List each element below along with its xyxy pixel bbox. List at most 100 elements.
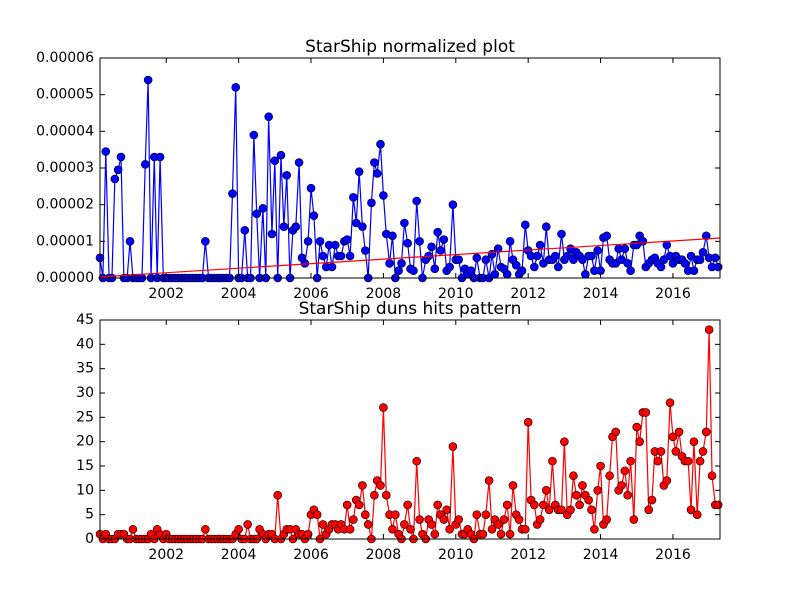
data-point: [629, 515, 639, 524]
data-point: [258, 204, 268, 213]
data-point: [535, 515, 545, 524]
data-point: [415, 237, 424, 246]
data-point: [605, 471, 614, 481]
data-point: [358, 481, 367, 490]
data-point: [336, 251, 346, 261]
data-point: [345, 524, 355, 534]
data-point: [430, 529, 440, 539]
data-point: [644, 505, 653, 515]
data-point: [201, 524, 210, 534]
data-point: [641, 408, 651, 417]
data-point: [445, 524, 454, 534]
data-point: [593, 246, 602, 255]
data-point: [372, 169, 382, 178]
data-point: [662, 476, 672, 485]
data-point: [376, 139, 385, 149]
data-point: [638, 237, 648, 246]
data-point: [593, 486, 602, 495]
data-point: [680, 259, 690, 268]
data-point: [370, 490, 379, 500]
chart-title: StarShip normalized plot: [305, 37, 515, 57]
data-point: [541, 222, 551, 231]
data-point: [400, 218, 409, 228]
data-point: [155, 152, 165, 162]
data-point: [354, 500, 364, 510]
data-point: [611, 427, 621, 437]
data-point: [363, 520, 373, 529]
x-tick-label: 2014: [583, 286, 619, 302]
data-point: [560, 437, 569, 446]
data-point: [707, 471, 717, 481]
data-point: [143, 75, 153, 85]
data-point: [330, 240, 340, 250]
data-point: [306, 183, 316, 193]
data-point: [683, 456, 693, 466]
data-point: [535, 240, 545, 250]
trend-line: [99, 237, 721, 278]
data-point: [270, 156, 280, 165]
data-point: [665, 398, 675, 408]
y-tick-label: 0.00000: [36, 270, 94, 286]
data-point: [361, 510, 370, 519]
data-point: [713, 262, 723, 272]
data-point: [264, 112, 273, 121]
data-point: [376, 481, 385, 490]
data-point: [361, 246, 370, 255]
data-point: [267, 229, 277, 239]
data-point: [128, 524, 138, 534]
data-point: [511, 260, 521, 270]
data-point: [523, 417, 533, 427]
data-point: [436, 246, 445, 255]
x-tick-label: 2014: [583, 547, 619, 563]
data-point: [493, 520, 503, 529]
data-point: [481, 255, 491, 264]
plot-frame: [99, 319, 721, 540]
data-point: [671, 447, 681, 456]
data-point: [454, 515, 463, 524]
data-point: [520, 220, 530, 230]
data-point: [689, 266, 699, 275]
data-point: [445, 262, 454, 272]
data-point: [125, 237, 135, 246]
data-point: [713, 500, 723, 510]
data-point: [587, 251, 596, 261]
y-tick-label: 5: [85, 507, 94, 523]
data-point: [692, 510, 702, 519]
data-point: [427, 520, 436, 529]
data-point: [544, 505, 554, 515]
data-point: [309, 211, 319, 220]
data-point: [349, 193, 358, 202]
data-point: [472, 253, 482, 263]
y-tick-label: 45: [76, 312, 94, 328]
data-point: [448, 200, 458, 209]
data-point: [520, 524, 530, 534]
y-tick-label: 0.00001: [36, 233, 94, 249]
data-point: [590, 524, 599, 534]
data-point: [575, 500, 584, 510]
data-point: [656, 262, 666, 272]
data-point: [433, 500, 442, 510]
data-point: [698, 447, 708, 456]
data-point: [635, 437, 644, 446]
data-point: [394, 266, 403, 275]
data-point: [539, 500, 548, 510]
data-point: [439, 515, 449, 524]
data-point: [493, 244, 503, 253]
data-point: [415, 515, 424, 524]
data-point: [409, 266, 418, 275]
data-point: [695, 456, 705, 466]
data-point: [517, 266, 527, 275]
data-point: [381, 490, 391, 500]
data-point: [442, 505, 452, 515]
data-point: [240, 226, 250, 235]
y-tick-label: 0.00003: [36, 160, 94, 176]
data-point: [532, 251, 542, 261]
data-point: [487, 249, 497, 259]
data-point: [312, 510, 322, 519]
data-point: [623, 490, 633, 500]
data-point: [662, 240, 672, 250]
data-point: [110, 174, 120, 184]
data-point: [557, 229, 566, 239]
